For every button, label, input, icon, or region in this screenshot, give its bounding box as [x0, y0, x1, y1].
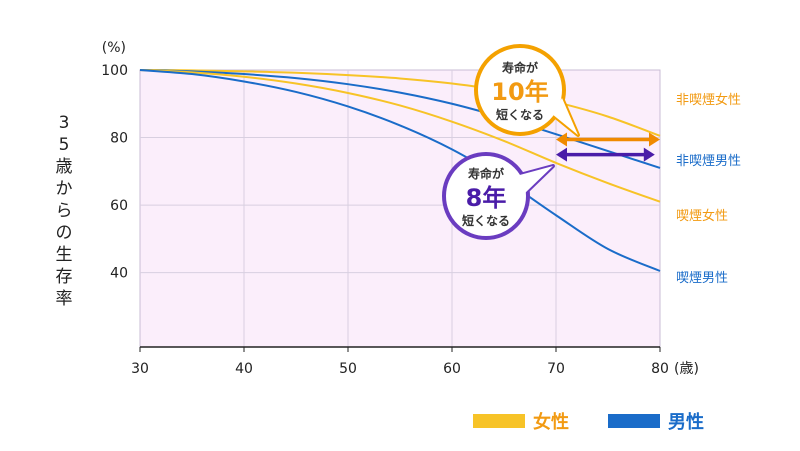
x-tick-label: 40 [235, 361, 253, 377]
female-bubble-line3: 短くなる [496, 107, 544, 122]
female-gap-arrow-head-left [556, 132, 567, 147]
x-tick-label: 30 [131, 361, 149, 377]
male-bubble-number: 8年 [466, 184, 507, 212]
female-bubble-tail-fill [552, 98, 578, 135]
series-end-label: 非喫煙男性 [676, 154, 741, 169]
legend-swatch-female [473, 414, 525, 428]
plot-area [139, 69, 661, 348]
series-end-label: 喫煙女性 [676, 208, 728, 224]
series-line-3 [139, 69, 661, 203]
x-tick-label: 60 [443, 361, 461, 377]
legend-label-female: 女性 [533, 411, 569, 433]
male-bubble-circle [442, 152, 530, 240]
female-bubble-number: 10年 [491, 78, 548, 106]
male-gap-arrow-head-right [643, 147, 655, 162]
male-bubble-line3: 短くなる [462, 213, 510, 228]
y-tick-label: 80 [110, 131, 128, 147]
x-tick-label: 50 [339, 361, 357, 377]
series-line-1 [139, 69, 661, 137]
y-axis-label: 3 5 歳からの生存率 [56, 113, 73, 309]
series-end-label: 喫煙男性 [676, 271, 728, 286]
female-gap-arrow-head-right [649, 132, 660, 147]
x-tick-label: 80 [651, 361, 669, 377]
y-tick-label: 40 [110, 266, 128, 282]
series-end-label: 非喫煙女性 [676, 92, 741, 108]
y-tick-label: 100 [101, 63, 128, 79]
y-tick-label: 60 [110, 198, 128, 214]
female-bubble-line1: 寿命が [502, 60, 538, 75]
x-unit-label: (歳) [674, 361, 699, 377]
male-bubble-tail-fill [516, 166, 553, 194]
male-gap-arrow-head-left [556, 147, 567, 162]
series-line-4 [139, 69, 661, 272]
legend-swatch-male [608, 414, 660, 428]
female-bubble-circle [474, 44, 566, 136]
male-bubble-line1: 寿命が [468, 166, 504, 181]
legend-label-male: 男性 [668, 411, 704, 433]
y-unit-label: (%) [102, 40, 126, 56]
x-tick-label: 70 [547, 361, 565, 377]
